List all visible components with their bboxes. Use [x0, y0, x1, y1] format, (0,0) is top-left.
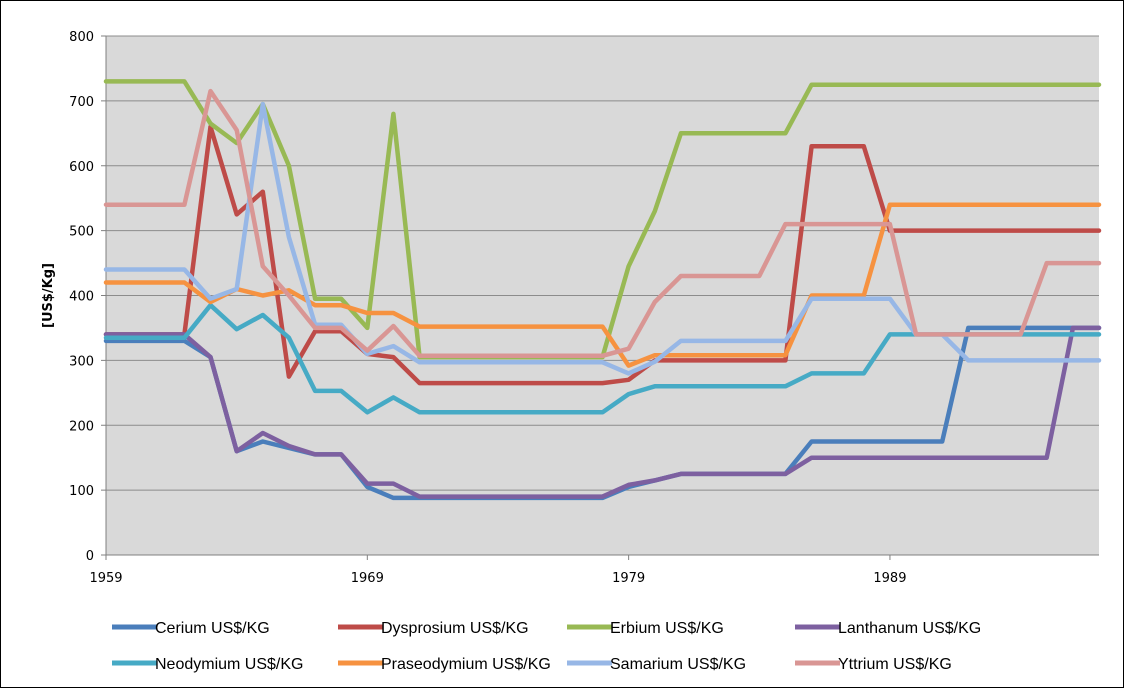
legend-entry: Erbium US$/KG: [567, 620, 724, 637]
y-tick-label: 700: [69, 95, 94, 110]
y-tick-label: 0: [86, 549, 94, 564]
legend-entry: Praseodymium US$/KG: [338, 656, 551, 673]
x-tick-label: 1969: [351, 571, 384, 586]
series-line-3: [103, 79, 1102, 360]
y-axis-label: [US$/Kg]: [41, 263, 56, 328]
axes: [105, 36, 1099, 556]
series-line-2: [103, 124, 1102, 386]
legend-entry: Neodymium US$/KG: [112, 656, 304, 673]
y-tick-label: 100: [69, 484, 94, 499]
legend-label: Yttrium US$/KG: [838, 656, 952, 673]
y-tick-label: 400: [69, 290, 94, 305]
series-lines: [103, 79, 1102, 501]
legend-label: Neodymium US$/KG: [155, 656, 304, 673]
legend-entry: Yttrium US$/KG: [795, 656, 952, 673]
y-tick-label: 500: [69, 225, 94, 240]
series-line-5: [103, 302, 1102, 415]
series-line-4: [103, 325, 1102, 499]
legend-label: Erbium US$/KG: [610, 620, 724, 637]
legend-entry: Dysprosium US$/KG: [338, 620, 529, 637]
legend-label: Cerium US$/KG: [155, 620, 270, 637]
x-tick-label: 1959: [89, 571, 122, 586]
y-tick-label: 300: [69, 354, 94, 369]
legend-entry: Samarium US$/KG: [567, 656, 746, 673]
legend-label: Praseodymium US$/KG: [381, 656, 551, 673]
x-tick-label: 1979: [612, 571, 645, 586]
x-tick-label: 1989: [873, 571, 906, 586]
legend-label: Dysprosium US$/KG: [381, 620, 529, 637]
legend-label: Samarium US$/KG: [610, 656, 746, 673]
y-tick-label: 200: [69, 419, 94, 434]
y-tick-label: 800: [69, 30, 94, 45]
y-tick-labels: 0 100 200 300 400 500 600 700 800: [69, 30, 94, 564]
legend-entry: Cerium US$/KG: [112, 620, 270, 637]
x-tick-labels: 1959 1969 1979 1989: [89, 555, 906, 586]
legend-entry: Lanthanum US$/KG: [795, 620, 981, 637]
legend-label: Lanthanum US$/KG: [838, 620, 981, 637]
y-tick-label: 600: [69, 160, 94, 175]
legend: Cerium US$/KG Dysprosium US$/KG Erbium US$…: [112, 620, 981, 673]
series-line-8: [103, 88, 1102, 359]
